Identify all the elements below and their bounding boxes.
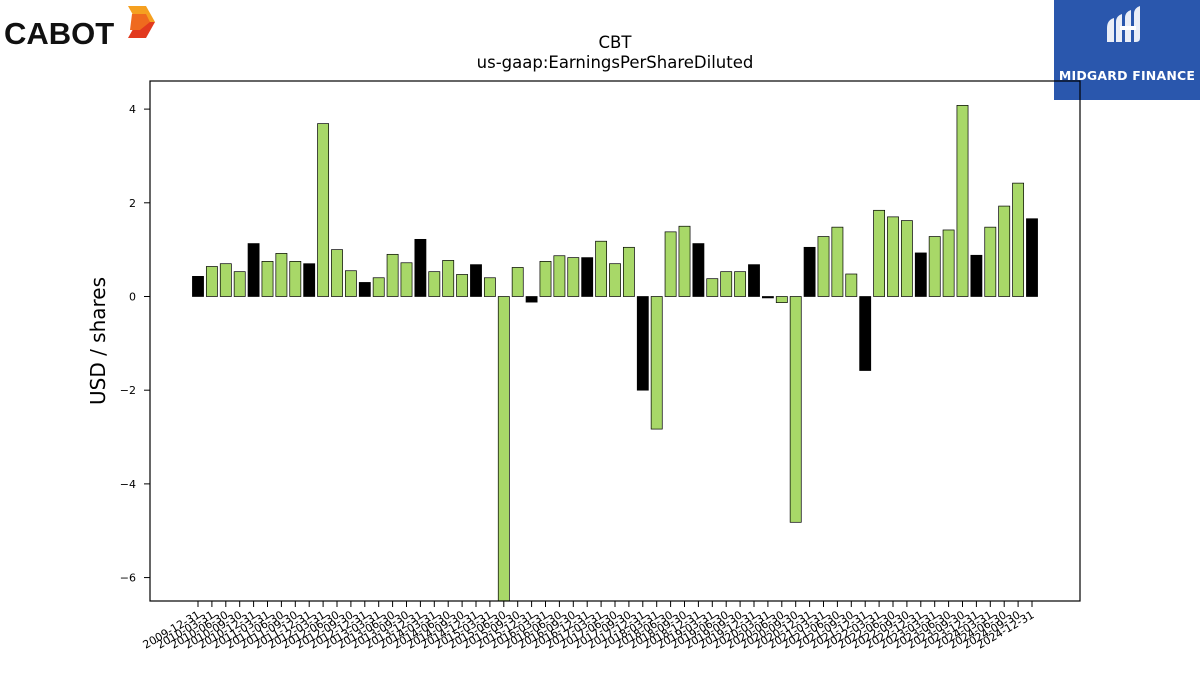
plot-frame [149,80,1081,602]
bar-2022-06-30 [887,216,899,297]
bar-2013-03-31 [372,277,385,297]
bar-2015-09-30 [511,267,524,297]
bar-2020-12-31 [803,246,816,297]
bar-2023-09-30 [956,105,969,297]
bar-2024-12-31 [1026,218,1038,297]
bar-2017-06-30 [609,263,621,297]
bar-2018-09-30 [678,225,691,297]
bar-2020-06-30 [775,296,788,303]
bar-2010-06-30 [219,263,232,297]
bar-2015-06-30 [497,296,510,602]
midgard-logo-text: MIDGARD FINANCE [1058,68,1196,83]
bar-2023-12-31 [970,254,983,297]
y-axis: 4 2 0 −2 −4 −6 [120,103,150,585]
cabot-logo: CABOT [0,0,170,60]
bar-2012-09-30 [344,270,357,297]
x-axis: 2009-12-312010-03-312010-06-302010-09-30… [141,601,1037,652]
bar-2010-09-30 [233,271,246,297]
bar-2011-03-31 [261,261,274,297]
bar-2014-03-31 [428,271,441,297]
bar-2018-12-31 [692,243,705,297]
chart-title: CBT [599,33,633,52]
midgard-finance-logo: MIDGARD FINANCE [1054,0,1200,100]
bar-2017-12-31 [636,296,649,391]
bar-2021-12-31 [859,296,872,371]
bar-2016-12-31 [581,257,594,297]
bar-2017-03-31 [595,240,608,297]
y-axis-label: USD / shares [86,277,110,405]
bar-2009-12-31 [192,276,204,297]
bar-2012-06-30 [331,249,343,297]
bar-2014-09-30 [456,274,469,297]
bar-2024-09-30 [1012,182,1025,297]
y-tick-label: −4 [120,478,136,491]
bar-2019-09-30 [734,271,747,297]
bar-2011-09-30 [289,261,302,297]
bar-2019-12-31 [748,264,760,297]
bar-2021-06-30 [831,226,844,297]
y-tick-label: 4 [129,103,136,116]
bar-2019-06-30 [720,271,733,297]
bar-2012-03-31 [317,123,330,297]
bar-2016-09-30 [567,257,580,297]
bar-2021-09-30 [845,273,858,297]
bar-2016-06-30 [553,255,566,297]
bar-2022-09-30 [900,220,913,297]
bar-2024-03-31 [984,226,997,297]
y-tick-label: 2 [129,197,136,210]
bar-2014-06-30 [442,260,455,297]
bar-2016-03-31 [539,261,552,297]
bar-2010-03-31 [205,266,218,297]
bar-2022-03-31 [873,209,886,297]
bar-2018-03-31 [650,296,663,430]
bar-2018-06-30 [664,231,677,297]
bar-2013-06-30 [386,253,399,297]
bar-2022-12-31 [914,252,927,297]
cabot-logo-graphic: CABOT [4,6,155,51]
cabot-logo-flame-mid [130,14,150,30]
bar-2023-03-31 [928,236,941,297]
y-tick-label: 0 [129,290,136,303]
bar-2023-06-30 [942,229,955,297]
bar-2020-03-31 [761,296,774,299]
bar-2013-09-30 [400,262,413,297]
bar-2011-12-31 [303,263,316,297]
bar-2014-12-31 [470,264,482,297]
midgard-logo-mark [1107,6,1140,42]
bar-2012-12-31 [358,282,371,297]
bar-2017-09-30 [622,246,635,297]
bar-2021-03-31 [817,236,830,297]
y-tick-label: −6 [120,572,136,585]
bar-2015-12-31 [525,296,538,303]
bars-group [192,105,1038,602]
bar-2024-06-30 [998,205,1011,297]
y-tick-label: −2 [120,384,136,397]
bar-2019-03-31 [706,278,719,297]
bar-2020-09-30 [789,296,802,523]
bar-2015-03-31 [483,277,496,297]
bar-2013-12-31 [414,238,427,297]
cabot-logo-text: CABOT [4,16,114,51]
bar-2010-12-31 [247,243,260,297]
chart-subtitle: us-gaap:EarningsPerShareDiluted [477,53,754,72]
bar-2011-06-30 [275,253,288,297]
